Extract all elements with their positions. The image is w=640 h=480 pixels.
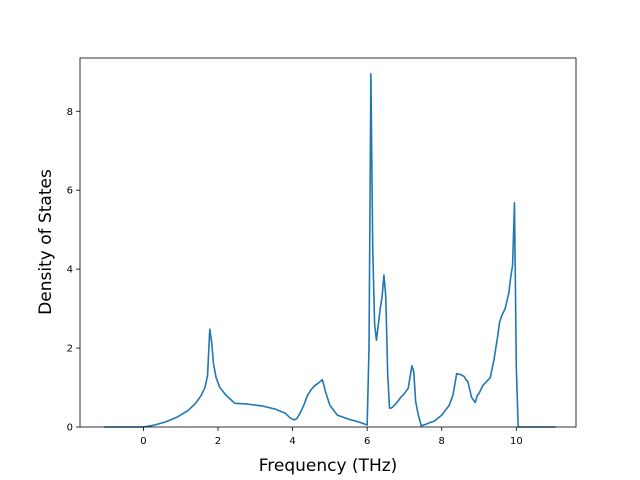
x-tick-label: 4 <box>289 436 295 447</box>
plot-layer <box>104 72 556 428</box>
y-tick-label: 2 <box>67 344 73 355</box>
x-tick-label: 10 <box>510 436 523 447</box>
y-tick-label: 8 <box>67 107 73 118</box>
y-axis-label: Density of States <box>36 169 56 315</box>
x-tick-label: 6 <box>364 436 370 447</box>
dos-series-line-0 <box>104 72 556 428</box>
y-tick-label: 0 <box>67 423 73 434</box>
plot-frame <box>79 57 577 428</box>
ticks-layer: 0 2 4 6 8 10 0 2 4 6 8 <box>67 107 523 447</box>
x-tick-label: 0 <box>140 436 146 447</box>
y-tick-label: 6 <box>67 186 73 197</box>
x-tick-label: 2 <box>215 436 221 447</box>
x-tick-label: 8 <box>439 436 445 447</box>
y-tick-label: 4 <box>67 265 73 276</box>
x-axis-label: Frequency (THz) <box>259 456 398 476</box>
